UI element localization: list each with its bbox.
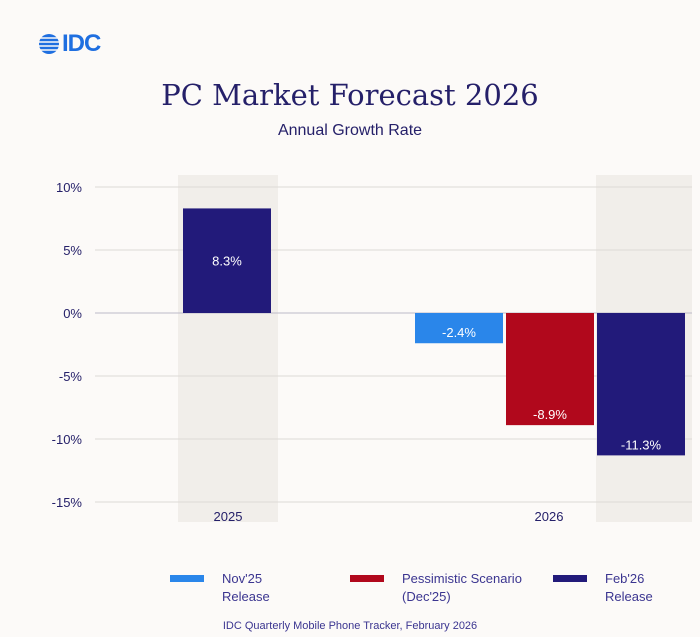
legend-swatch: [350, 575, 384, 582]
legend-label: Pessimistic Scenario: [402, 571, 522, 586]
globe-icon: [38, 34, 60, 54]
idc-logo: IDC: [38, 30, 101, 58]
chart-subtitle: Annual Growth Rate: [277, 122, 423, 139]
legend-label: Feb'26: [605, 571, 645, 586]
bar: [597, 313, 685, 456]
y-tick-label: 5%: [63, 243, 82, 258]
bar: [183, 208, 271, 313]
logo-text: IDC: [62, 30, 101, 57]
x-tick-label: 2025: [214, 509, 243, 524]
legend-item-pessimistic: Pessimistic Scenario (Dec'25): [350, 570, 522, 606]
x-tick-label: 2026: [535, 509, 564, 524]
y-tick-label: -10%: [52, 432, 83, 447]
legend-label: Release: [605, 589, 653, 604]
data-label: -11.3%: [621, 437, 662, 452]
data-label: 8.3%: [212, 254, 242, 269]
y-tick-label: 10%: [56, 180, 82, 195]
data-label: -2.4%: [442, 325, 476, 340]
chart-title: PC Market Forecast 2026: [161, 78, 539, 112]
legend-swatch: [170, 575, 204, 582]
legend-item-feb26: Feb'26 Release: [553, 570, 653, 606]
legend-label: (Dec'25): [402, 589, 451, 604]
legend-label: Nov'25: [222, 571, 263, 586]
legend-label: Release: [222, 589, 270, 604]
bar: [506, 313, 594, 426]
y-tick-label: -15%: [52, 495, 83, 510]
y-tick-label: 0%: [63, 306, 82, 321]
legend-item-nov25: Nov'25 Release: [170, 570, 270, 606]
legend-swatch: [553, 575, 587, 582]
y-tick-label: -5%: [59, 369, 83, 384]
data-label: -8.9%: [533, 407, 567, 422]
bar: [415, 313, 503, 344]
source-note: IDC Quarterly Mobile Phone Tracker, Febr…: [222, 620, 478, 632]
